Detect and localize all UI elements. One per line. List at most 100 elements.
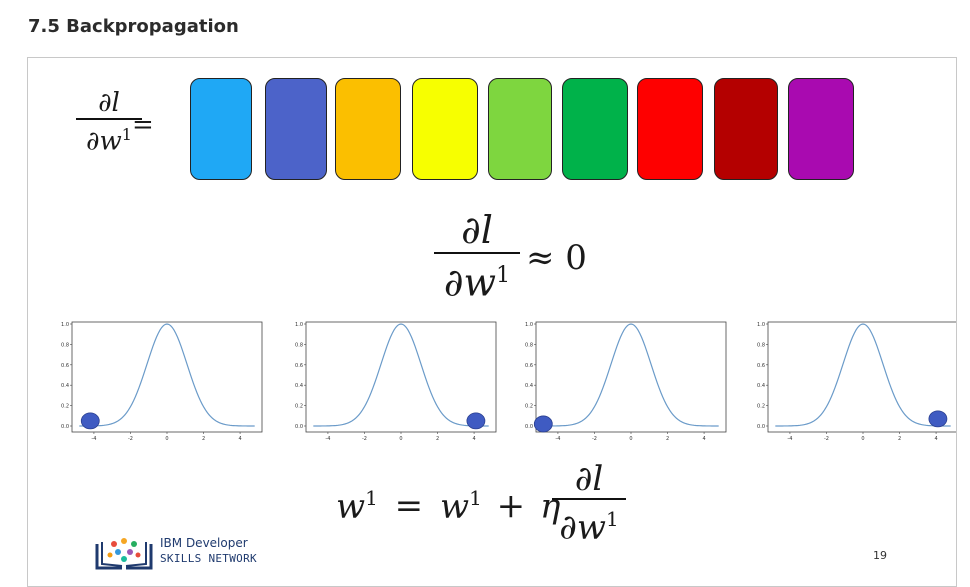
plot-frame [535, 321, 727, 433]
x-tick-label: 2 [436, 436, 439, 442]
book-network-icon [95, 538, 153, 570]
plot-frame [767, 321, 956, 433]
color-box-row [190, 78, 890, 182]
y-tick-label: 0.2 [295, 404, 303, 410]
plot-frame [305, 321, 497, 433]
gaussian-plot: 1.0 0.8 0.6 0.4 0.2 0.0 -4 -2 0 2 4 [58, 318, 278, 448]
gaussian-plot: 1.0 0.8 0.6 0.4 0.2 0.0 -4 -2 0 2 4 [522, 318, 742, 448]
x-tick-label: -4 [555, 436, 560, 442]
x-tick-label: -2 [592, 436, 597, 442]
y-tick-label: 0.4 [61, 383, 69, 389]
section-title: 7.5 Backpropagation [28, 16, 239, 37]
color-box [335, 78, 401, 180]
approx-formula-rhs: ≈ 0 [526, 238, 587, 278]
update-rhs-base: w [439, 486, 470, 527]
gaussian-curve [543, 323, 719, 427]
color-box [488, 78, 552, 180]
y-tick-label: 1.0 [61, 322, 69, 328]
update-eta: η [539, 486, 561, 527]
color-box [562, 78, 628, 180]
gaussian-curve [775, 323, 951, 427]
x-tick-label: -4 [325, 436, 330, 442]
x-tick-label: 0 [629, 436, 632, 442]
approx-formula-denominator: ∂w1 [434, 254, 520, 305]
x-tick-label: -2 [824, 436, 829, 442]
color-box [412, 78, 478, 180]
color-box [265, 78, 327, 180]
color-box [714, 78, 778, 180]
update-plus: + [496, 486, 526, 527]
x-tick-label: -4 [787, 436, 792, 442]
color-box [190, 78, 252, 180]
approx-formula-denominator-sup: 1 [496, 263, 511, 288]
plot-frame [71, 321, 263, 433]
y-tick-label: 0.2 [61, 404, 69, 410]
x-tick-label: 4 [934, 436, 937, 442]
x-tick-label: -4 [91, 436, 96, 442]
y-tick-label: 1.0 [525, 322, 533, 328]
weight-marker [80, 412, 100, 430]
ibm-developer-logo: IBM Developer SKILLS NETWORK [94, 536, 274, 576]
top-formula-denominator: ∂w1 [76, 120, 142, 157]
update-denominator-sup: 1 [605, 507, 619, 531]
top-formula-denominator-sup: 1 [121, 125, 132, 144]
weight-marker [533, 415, 553, 433]
x-tick-label: 4 [472, 436, 475, 442]
color-box [788, 78, 854, 180]
fraction-bar [434, 252, 520, 254]
y-tick-label: 0.4 [525, 383, 533, 389]
y-tick-label: 0.2 [757, 404, 765, 410]
x-tick-label: 4 [238, 436, 241, 442]
y-tick-label: 0.6 [295, 363, 303, 369]
y-tick-label: 0.8 [757, 342, 765, 348]
update-fraction: ∂l ∂w1 [552, 460, 626, 546]
y-tick-label: 0.8 [525, 342, 533, 348]
fraction-bar [76, 118, 142, 120]
color-box [637, 78, 703, 180]
x-tick-label: 0 [861, 436, 864, 442]
x-tick-label: 0 [399, 436, 402, 442]
x-tick-label: 4 [702, 436, 705, 442]
approx-formula: ∂l ∂w1 [434, 208, 520, 305]
y-tick-label: 0.8 [295, 342, 303, 348]
fraction-bar [552, 498, 626, 500]
update-lhs-base: w [336, 486, 366, 527]
y-tick-label: 0.0 [757, 424, 765, 430]
gaussian-plot: 1.0 0.8 0.6 0.4 0.2 0.0 -4 -2 0 2 4 [292, 318, 512, 448]
y-tick-label: 0.8 [61, 342, 69, 348]
approx-formula-denominator-base: ∂w [443, 260, 497, 305]
update-denominator-base: ∂w [559, 507, 606, 548]
x-tick-label: -2 [128, 436, 133, 442]
gaussian-curve [313, 323, 489, 427]
update-numerator: ∂l [574, 459, 604, 499]
update-equals: = [394, 486, 424, 527]
logo-line-1: IBM Developer [160, 536, 248, 550]
update-lhs-sup: 1 [365, 486, 378, 510]
x-tick-label: 2 [202, 436, 205, 442]
x-tick-label: 2 [898, 436, 901, 442]
page-number: 19 [873, 549, 887, 562]
x-tick-label: 0 [165, 436, 168, 442]
y-tick-label: 0.4 [295, 383, 303, 389]
y-tick-label: 0.6 [61, 363, 69, 369]
update-rhs-sup: 1 [469, 486, 482, 510]
y-tick-label: 0.0 [61, 424, 69, 430]
top-formula: ∂l ∂w1 [76, 88, 142, 157]
y-tick-label: 0.0 [295, 424, 303, 430]
gaussian-plot: 1.0 0.8 0.6 0.4 0.2 0.0 -4 -2 0 2 4 [754, 318, 956, 448]
y-tick-label: 0.4 [757, 383, 765, 389]
x-tick-label: -2 [362, 436, 367, 442]
top-formula-denominator-base: ∂w [86, 126, 122, 157]
x-tick-label: 2 [666, 436, 669, 442]
slide: ∂l ∂w1 = ∂l ∂w1 ≈ 0 1.0 0.8 0.6 0.4 0.2 0.0 -4… [27, 57, 957, 587]
gaussian-curve [79, 323, 255, 427]
y-tick-label: 0.6 [525, 363, 533, 369]
y-tick-label: 1.0 [757, 322, 765, 328]
y-tick-label: 0.0 [525, 424, 533, 430]
logo-line-2: SKILLS NETWORK [160, 552, 257, 565]
y-tick-label: 0.6 [757, 363, 765, 369]
update-formula: w1 = w1 + η [336, 486, 560, 526]
top-formula-numerator: ∂l [98, 88, 120, 118]
y-tick-label: 1.0 [295, 322, 303, 328]
y-tick-label: 0.2 [525, 404, 533, 410]
